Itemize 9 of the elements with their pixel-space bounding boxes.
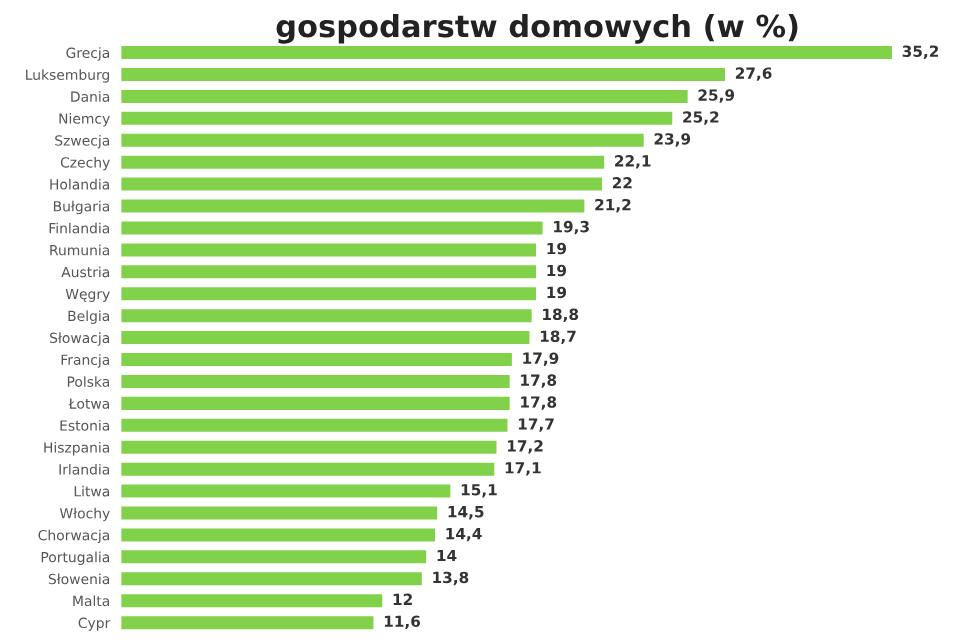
bar bbox=[120, 525, 438, 545]
bar bbox=[120, 218, 546, 238]
bar bbox=[120, 481, 454, 501]
bar bbox=[120, 240, 539, 260]
bar bbox=[120, 174, 605, 194]
bar bbox=[120, 196, 588, 216]
bar bbox=[120, 547, 429, 567]
bar bbox=[120, 503, 440, 523]
chart-title: gospodarstw domowych (w %) bbox=[276, 13, 798, 44]
